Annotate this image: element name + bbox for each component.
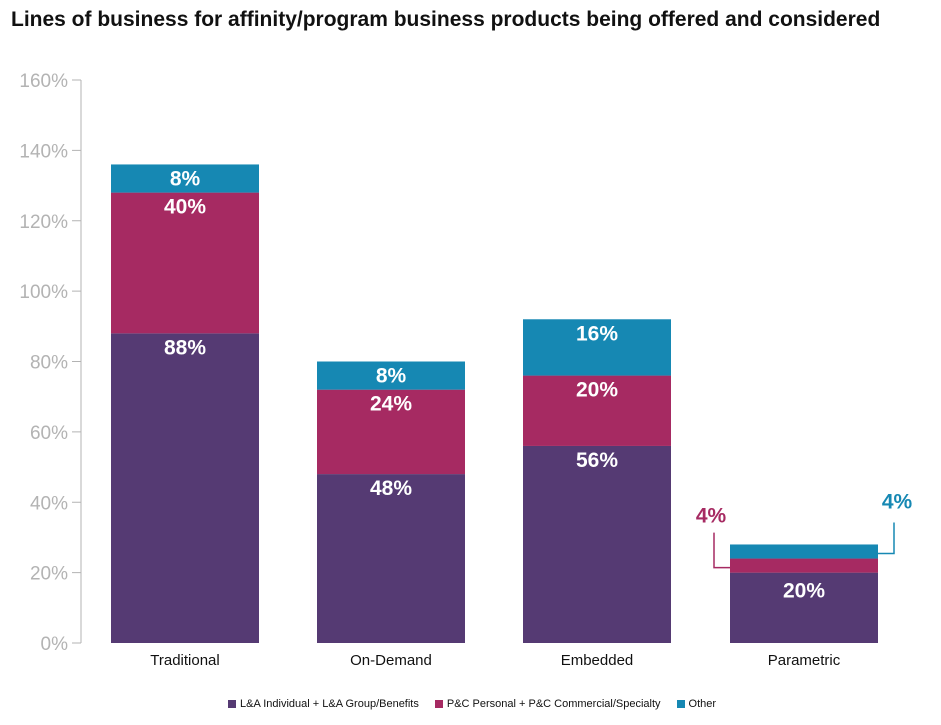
legend-item-other: Other	[676, 698, 717, 710]
bar-segment	[523, 319, 671, 376]
legend-swatch-la	[228, 700, 236, 708]
bar-segment	[317, 361, 465, 390]
legend-label-other: Other	[688, 698, 717, 710]
x-tick-label: Parametric	[768, 652, 841, 669]
bar-segment	[317, 474, 465, 643]
x-tick-label: Embedded	[561, 652, 634, 669]
bar-segment	[523, 375, 671, 446]
data-label: 4%	[882, 491, 913, 514]
legend-label-la: L&A Individual + L&A Group/Benefits	[240, 698, 419, 710]
x-tick-label: Traditional	[150, 652, 219, 669]
legend-swatch-pc	[434, 700, 443, 708]
y-tick-label: 0%	[41, 634, 69, 655]
x-tick-label: On-Demand	[350, 652, 432, 669]
bar-segment	[317, 389, 465, 475]
bar-segment	[111, 164, 259, 193]
data-label: 40%	[164, 196, 206, 219]
data-label: 16%	[576, 322, 618, 345]
legend: L&A Individual + L&A Group/Benefits P&C …	[228, 698, 732, 710]
y-tick-label: 120%	[19, 212, 68, 233]
bar-segment	[730, 544, 878, 559]
data-label: 4%	[696, 505, 727, 528]
legend-label-pc: P&C Personal + P&C Commercial/Specialty	[446, 698, 661, 710]
bar-segment	[111, 333, 259, 643]
data-label: 24%	[370, 393, 412, 416]
y-tick-label: 20%	[30, 564, 68, 585]
y-tick-label: 100%	[19, 282, 68, 303]
bar-segment	[523, 445, 671, 643]
bar-segment	[111, 192, 259, 334]
data-label: 88%	[164, 336, 206, 359]
y-tick-label: 40%	[30, 493, 68, 514]
data-label: 56%	[576, 449, 618, 472]
chart-title: Lines of business for affinity/program b…	[11, 8, 881, 31]
bar-segment	[730, 572, 878, 643]
data-label: 8%	[376, 365, 407, 388]
legend-item-la: L&A Individual + L&A Group/Benefits	[228, 698, 419, 710]
callout-line	[878, 522, 895, 555]
data-label: 8%	[170, 167, 201, 190]
data-label: 20%	[783, 580, 825, 603]
callout-line	[713, 532, 730, 569]
legend-item-pc: P&C Personal + P&C Commercial/Specialty	[434, 698, 661, 710]
y-tick-label: 60%	[30, 423, 68, 444]
data-label: 20%	[576, 379, 618, 402]
y-tick-label: 160%	[19, 71, 68, 92]
y-tick-label: 140%	[19, 141, 68, 162]
data-label: 48%	[370, 477, 412, 500]
legend-swatch-other	[676, 700, 685, 708]
bar-segment	[730, 558, 878, 573]
y-tick-label: 80%	[30, 353, 68, 374]
